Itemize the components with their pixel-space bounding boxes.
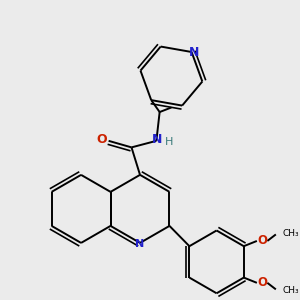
Text: H: H (165, 137, 174, 147)
Text: N: N (188, 46, 199, 59)
Text: N: N (135, 238, 145, 249)
Text: CH₃: CH₃ (282, 286, 299, 295)
Text: O: O (257, 276, 267, 289)
Text: N: N (152, 133, 162, 146)
Text: O: O (97, 133, 107, 146)
Text: O: O (257, 235, 267, 248)
Text: CH₃: CH₃ (282, 229, 299, 238)
